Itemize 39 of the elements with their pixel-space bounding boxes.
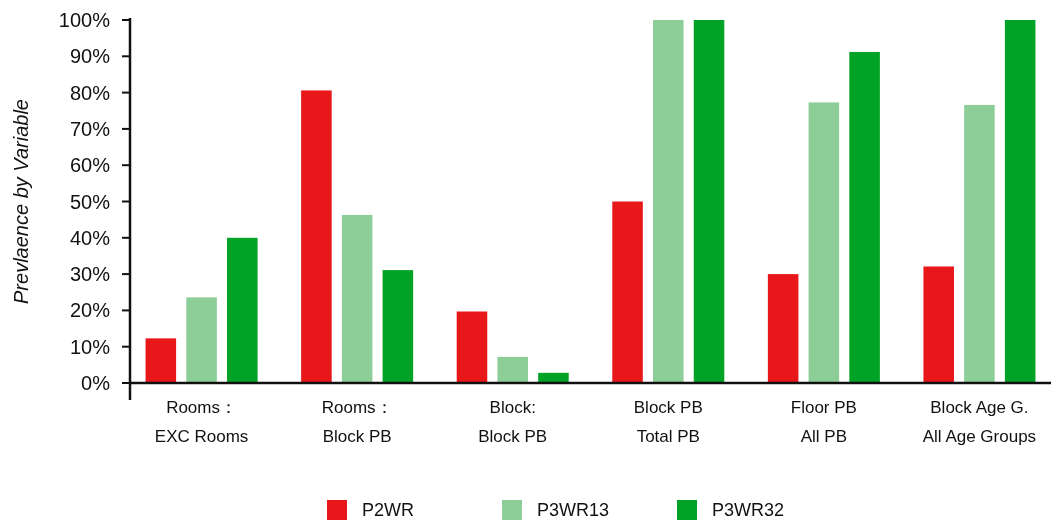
y-tick-label: 70%: [69, 117, 111, 140]
bar: [693, 20, 725, 383]
bar: [923, 266, 954, 383]
bar: [1004, 20, 1036, 383]
legend-label: P3WR13: [537, 500, 610, 521]
bar: [849, 51, 880, 383]
bar: [538, 372, 569, 383]
x-tick-label: Block: Block PB: [478, 398, 548, 446]
y-axis-title: Prevlaence by Variable: [10, 99, 32, 304]
bar: [612, 201, 643, 383]
bar: [227, 237, 258, 383]
bar: [808, 102, 840, 383]
x-tick-label: Block PB Total PB: [633, 398, 703, 446]
bar: [301, 90, 332, 383]
y-tick-label: 90%: [69, 45, 111, 68]
y-tick-label: 40%: [69, 226, 111, 249]
x-tick-label: Block Age G. All Age Groups: [922, 398, 1037, 446]
x-tick-label: Rooms： EXC Rooms: [154, 398, 249, 446]
y-tick-label: 20%: [69, 299, 111, 322]
y-tick-label: 30%: [69, 263, 111, 286]
x-tick-label: Rooms： Block PB: [321, 398, 393, 446]
y-tick-label: 0%: [81, 372, 111, 394]
bar: [964, 104, 995, 383]
bar: [456, 311, 488, 383]
bar: [186, 297, 217, 383]
bar: [653, 20, 684, 383]
y-tick-label: 60%: [69, 154, 111, 177]
y-tick-label: 50%: [69, 190, 111, 213]
legend-label: P3WR32: [712, 500, 785, 521]
bar: [341, 214, 373, 383]
bar: [497, 356, 528, 383]
x-tick-label: Floor PB All PB: [790, 398, 857, 446]
legend-label: P2WR: [362, 500, 415, 521]
bar: [382, 270, 414, 383]
y-tick-label: 80%: [69, 81, 111, 104]
bar: [145, 338, 177, 383]
y-tick-label: 10%: [69, 335, 111, 358]
bar: [767, 274, 799, 383]
y-tick-label: 100%: [58, 9, 111, 31]
